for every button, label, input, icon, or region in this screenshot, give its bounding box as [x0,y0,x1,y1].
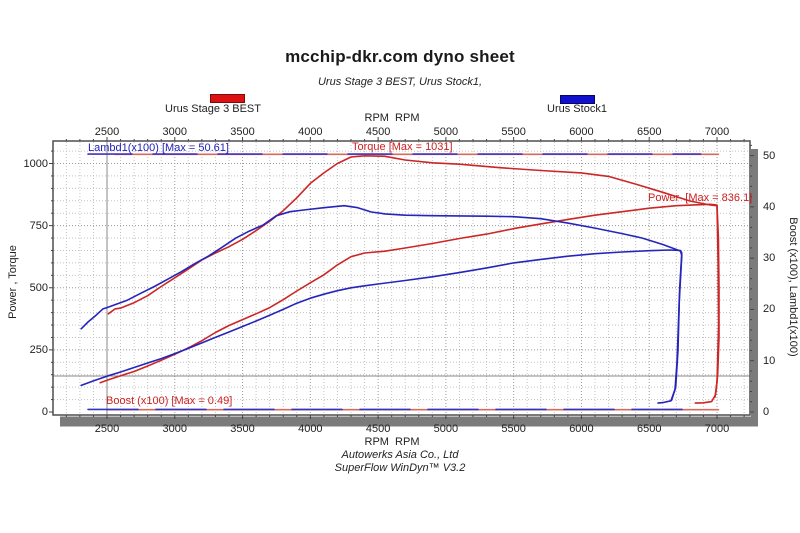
x-tick-top-3000: 3000 [162,126,187,138]
y-tick-right-40: 40 [763,200,776,213]
x-tick-bottom-7000: 7000 [704,423,730,435]
bottom-axis-title: RPM RPM [364,436,420,448]
y-tick-right-30: 30 [763,252,776,265]
x-tick-bottom-4000: 4000 [298,423,323,435]
x-tick-bottom-6000: 6000 [569,423,594,435]
footer-software: SuperFlow WinDyn™ V3.2 [334,462,466,474]
series-urus-stage-3-best-torque-nm- [107,155,720,398]
x-tick-bottom-3000: 3000 [162,423,187,435]
page-subtitle: Urus Stage 3 BEST, Urus Stock1, [317,76,483,88]
x-tick-bottom-2500: 2500 [94,423,120,435]
x-tick-bottom-4500: 4500 [365,423,391,435]
x-tick-top-6000: 6000 [569,126,594,138]
frame-shadow-right [751,149,758,426]
y-tick-left-500: 500 [29,281,48,294]
x-tick-top-4000: 4000 [298,126,323,138]
annotation-boost-max: Boost (x100) [Max = 0.49] [106,395,233,407]
x-tick-top-5000: 5000 [433,126,459,138]
series-urus-stock1-torque-nm- [80,204,683,401]
x-tick-bottom-5500: 5500 [501,423,526,435]
annotation-torque-max: Torque [Max = 1031] [352,141,453,153]
annotation-lambda-max: Lambd1(x100) [Max = 50.61] [88,142,229,154]
y-tick-right-20: 20 [763,303,776,316]
y-tick-left-750: 750 [29,219,48,232]
x-tick-bottom-3500: 3500 [230,423,255,435]
frame-shadow-bottom [60,416,758,427]
page-title: mcchip-dkr.com dyno sheet [285,47,515,66]
x-tick-top-3500: 3500 [230,126,255,138]
x-tick-top-6500: 6500 [636,126,662,138]
y-tick-right-10: 10 [763,354,776,367]
x-tick-bottom-5000: 5000 [433,423,459,435]
series-urus-stock1-power-ps- [80,249,683,404]
x-tick-top-4500: 4500 [365,126,391,138]
plot-frame [52,140,751,416]
legend-label-stock: Urus Stock1 [547,103,607,115]
legend-swatch-stage3 [210,94,245,103]
x-tick-top-7000: 7000 [704,126,730,138]
y-tick-left-0: 0 [41,406,48,418]
annotation-power-max: Power [Max = 836.1] [648,192,753,204]
footer-company: Autowerks Asia Co., Ltd [341,449,459,461]
y-tick-left-1000: 1000 [23,157,48,170]
y-tick-right-0: 0 [763,406,770,418]
x-tick-bottom-6500: 6500 [636,423,662,435]
x-tick-top-2500: 2500 [94,126,120,138]
x-tick-top-5500: 5500 [501,126,526,138]
y-tick-left-250: 250 [29,343,48,356]
top-axis-title: RPM RPM [364,112,420,124]
legend-label-stage3: Urus Stage 3 BEST [165,103,261,115]
legend-swatch-stock [560,95,595,104]
y-tick-right-50: 50 [763,149,776,162]
